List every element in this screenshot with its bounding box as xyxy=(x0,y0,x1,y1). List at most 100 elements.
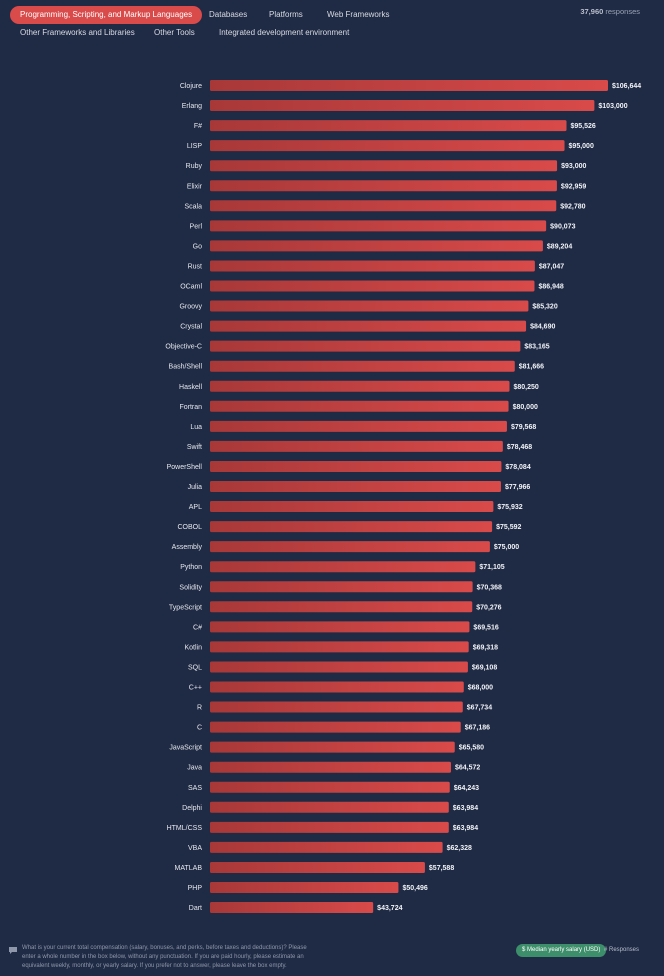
salary-bar[interactable] xyxy=(210,721,461,733)
category-label: C# xyxy=(193,624,202,631)
salary-bar[interactable] xyxy=(210,220,547,232)
salary-bar[interactable] xyxy=(210,420,507,432)
salary-bar[interactable] xyxy=(210,801,449,813)
category-label: C xyxy=(197,725,202,732)
value-label: $81,666 xyxy=(519,364,544,371)
value-label: $83,165 xyxy=(524,344,549,351)
category-label: MATLAB xyxy=(175,865,203,872)
value-label: $75,000 xyxy=(494,544,519,551)
salary-bar[interactable] xyxy=(210,440,503,452)
salary-bar[interactable] xyxy=(210,200,557,212)
salary-bar[interactable] xyxy=(210,841,443,853)
salary-bar[interactable] xyxy=(210,601,473,613)
category-label: Kotlin xyxy=(184,644,202,651)
category-label: F# xyxy=(194,123,202,130)
value-label: $84,690 xyxy=(530,324,555,331)
value-label: $92,959 xyxy=(561,183,586,190)
value-label: $103,000 xyxy=(598,103,627,110)
category-label: HTML/CSS xyxy=(167,825,203,832)
tab-ide[interactable]: Integrated development environment xyxy=(219,28,350,37)
value-label: $69,318 xyxy=(473,644,498,651)
category-label: PowerShell xyxy=(167,464,203,471)
category-label: Dart xyxy=(189,905,202,912)
legend-responses-toggle[interactable]: # Responses xyxy=(604,947,640,953)
category-label: Erlang xyxy=(182,103,202,110)
salary-bar[interactable] xyxy=(210,821,449,833)
category-label: C++ xyxy=(189,685,202,692)
value-label: $90,073 xyxy=(550,223,575,230)
salary-bar[interactable] xyxy=(210,581,473,593)
value-label: $77,966 xyxy=(505,484,530,491)
value-label: $63,984 xyxy=(453,805,478,812)
salary-bar[interactable] xyxy=(210,541,490,553)
category-label: LISP xyxy=(187,143,203,150)
category-label: VBA xyxy=(188,845,202,852)
salary-bar[interactable] xyxy=(210,481,501,492)
value-label: $80,250 xyxy=(513,384,538,391)
salary-bar[interactable] xyxy=(210,741,455,753)
value-label: $78,468 xyxy=(507,444,532,451)
value-label: $70,276 xyxy=(476,604,501,611)
salary-bar[interactable] xyxy=(210,701,463,713)
salary-bar[interactable] xyxy=(210,681,464,693)
salary-bar[interactable] xyxy=(210,320,527,332)
salary-bar[interactable] xyxy=(210,120,567,132)
salary-bar[interactable] xyxy=(210,240,543,252)
salary-bar[interactable] xyxy=(210,641,469,653)
salary-bar[interactable] xyxy=(210,80,608,91)
salary-bar[interactable] xyxy=(210,460,502,472)
legend-salary-toggle[interactable]: $ Median yearly salary (USD) xyxy=(516,944,607,957)
tab-other-frameworks[interactable]: Other Frameworks and Libraries xyxy=(20,28,135,37)
salary-bar[interactable] xyxy=(210,501,494,513)
salary-bar-chart: Clojure $106,644 Erlang $103,000 F# $95,526 LI… xyxy=(165,80,641,914)
salary-bar[interactable] xyxy=(210,300,529,312)
value-label: $68,000 xyxy=(468,685,493,692)
salary-bar[interactable] xyxy=(210,781,450,793)
value-label: $86,948 xyxy=(538,284,563,291)
salary-bar[interactable] xyxy=(210,100,595,112)
salary-bar[interactable] xyxy=(210,761,451,773)
salary-bar[interactable] xyxy=(210,861,425,873)
tab-programming-languages[interactable]: Programming, Scripting, and Markup Langu… xyxy=(10,6,203,24)
salary-bar[interactable] xyxy=(210,400,509,412)
category-label: Delphi xyxy=(182,805,202,812)
tab-web-frameworks[interactable]: Web Frameworks xyxy=(327,10,390,19)
tab-other-tools[interactable]: Other Tools xyxy=(154,28,195,37)
tab-bar: Programming, Scripting, and Markup Langu… xyxy=(0,0,664,48)
value-label: $62,328 xyxy=(447,845,472,852)
salary-bar[interactable] xyxy=(210,521,493,533)
salary-bar[interactable] xyxy=(210,561,476,573)
salary-bar[interactable] xyxy=(210,902,374,914)
tab-databases[interactable]: Databases xyxy=(209,10,248,19)
category-label: Crystal xyxy=(180,324,202,331)
salary-bar[interactable] xyxy=(210,160,558,172)
salary-bar[interactable] xyxy=(210,280,535,292)
category-label: Swift xyxy=(187,444,202,451)
category-label: Julia xyxy=(188,484,203,491)
responses-number: 37,960 xyxy=(580,7,604,16)
salary-bar[interactable] xyxy=(210,260,535,272)
salary-bar[interactable] xyxy=(210,140,565,152)
salary-bar[interactable] xyxy=(210,340,521,352)
salary-bar[interactable] xyxy=(210,380,510,392)
value-label: $92,780 xyxy=(560,203,585,210)
value-label: $57,588 xyxy=(429,865,454,872)
value-label: $63,984 xyxy=(453,825,478,832)
value-label: $70,368 xyxy=(477,584,502,591)
comment-icon xyxy=(9,947,17,954)
salary-bar[interactable] xyxy=(210,180,557,192)
category-label: SQL xyxy=(188,664,202,671)
category-label: Elixir xyxy=(187,183,203,190)
category-label: APL xyxy=(189,504,202,511)
value-label: $75,592 xyxy=(496,524,521,531)
value-label: $79,568 xyxy=(511,424,536,431)
salary-bar[interactable] xyxy=(210,360,515,372)
category-label: Rust xyxy=(188,263,202,270)
salary-bar[interactable] xyxy=(210,882,399,893)
value-label: $95,000 xyxy=(569,143,594,150)
salary-bar[interactable] xyxy=(210,661,468,673)
tab-platforms[interactable]: Platforms xyxy=(269,10,303,19)
value-label: $80,000 xyxy=(513,404,538,411)
salary-bar[interactable] xyxy=(210,621,470,633)
value-label: $43,724 xyxy=(377,905,402,912)
